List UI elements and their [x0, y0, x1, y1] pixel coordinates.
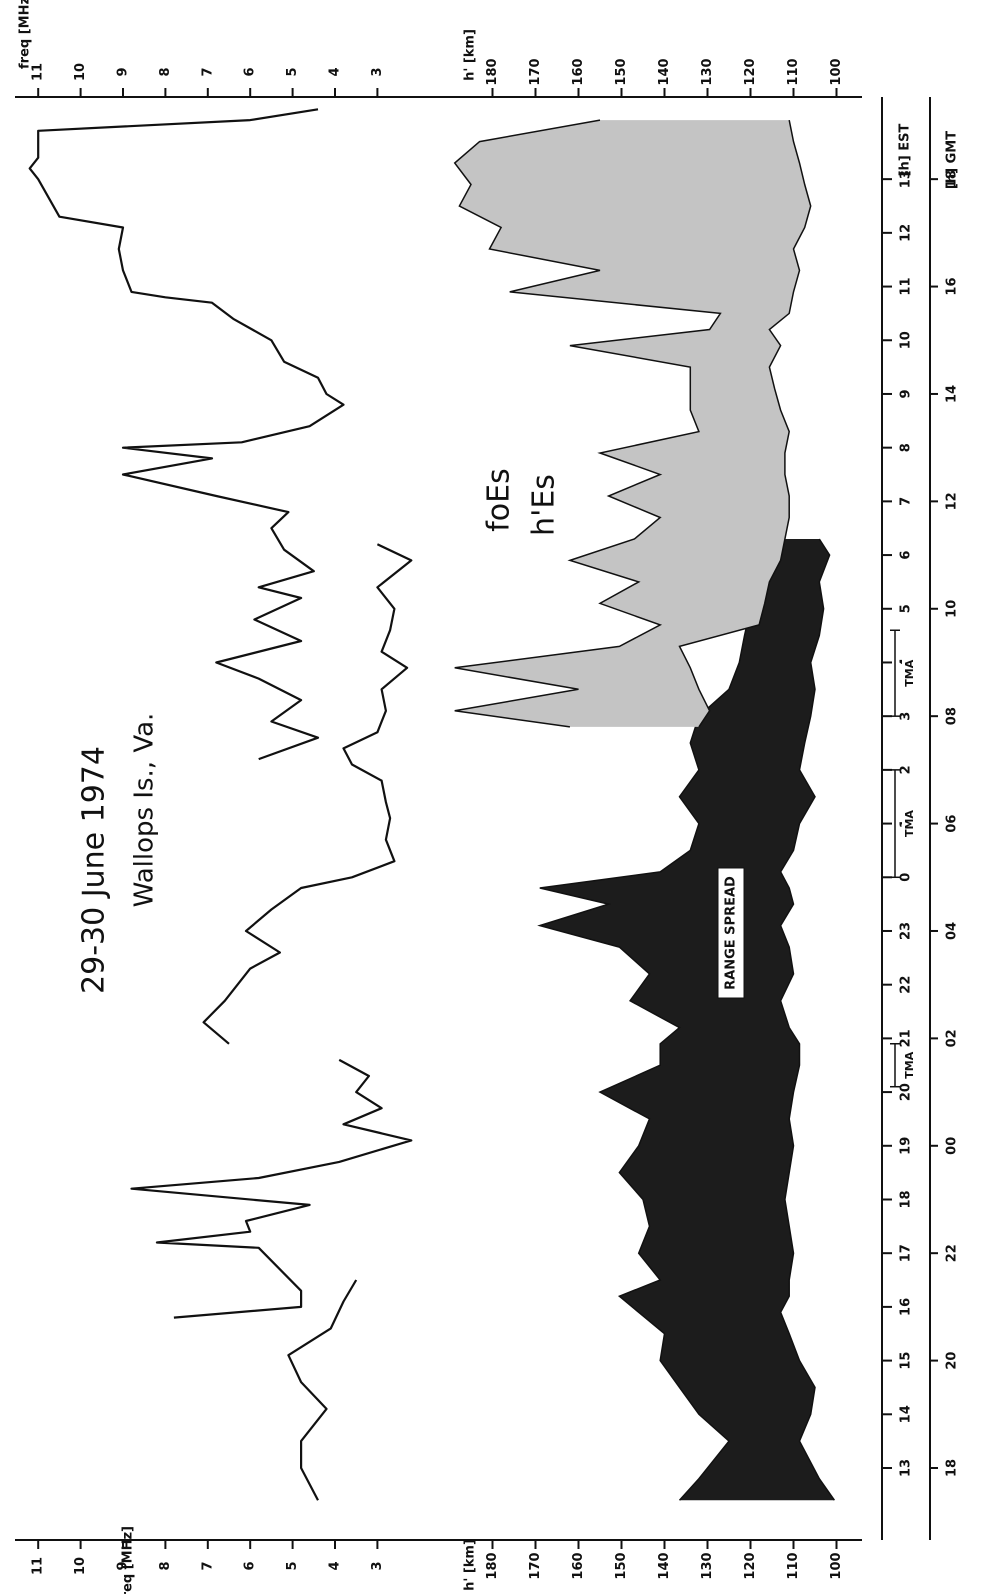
x-tick-label: 10: [899, 331, 914, 349]
tick-label: 5: [285, 67, 300, 76]
tick-label: 8: [158, 1561, 173, 1570]
tick-label: 100: [829, 58, 844, 85]
tick-label: 120: [743, 58, 758, 85]
x-tick-label: 5: [899, 604, 914, 613]
x-tick-label: 2: [899, 765, 914, 774]
x2-tick-label: 06: [945, 815, 960, 833]
tick-label: 100: [829, 1552, 844, 1579]
hes-lower: [779, 538, 836, 1501]
x-tick-label: 19: [899, 1137, 914, 1155]
tick-label: 6: [243, 1561, 258, 1570]
range-spread-box: [717, 867, 745, 999]
x-tick-label: 13: [899, 1459, 914, 1477]
range-spread-label: RANGE SPREAD: [724, 876, 739, 990]
x-tick-label: 17: [899, 1244, 914, 1262]
x2-tick-label: 14: [945, 385, 960, 403]
tick-label: 120: [743, 1552, 758, 1579]
x2-tick-label: 12: [945, 492, 960, 510]
x-tick-label: 11: [899, 278, 914, 296]
tma-bg: [902, 1049, 918, 1082]
hes-area: [454, 120, 811, 727]
x-tick-label: 21: [899, 1029, 914, 1047]
tma-label: TMA: [903, 1051, 916, 1078]
hes-upper: [453, 119, 722, 728]
x-tick-label: 6: [899, 551, 914, 560]
foes-label: foEs: [482, 468, 517, 532]
x-axis-title: [h] EST: [898, 123, 913, 176]
tick-label: 8: [158, 67, 173, 76]
tma-label: TMA: [903, 810, 916, 837]
tick-label: 5: [285, 1561, 300, 1570]
chart-title: 29-30 June 1974: [77, 746, 112, 994]
x2-tick-label: 00: [945, 1137, 960, 1155]
x2-tick-label: 10: [945, 600, 960, 618]
tick-label: 3: [370, 67, 385, 76]
x-tick-label: 15: [899, 1352, 914, 1370]
tick-label: 110: [786, 58, 801, 85]
foes-line: [28, 108, 413, 1501]
x-tick-label: 14: [899, 1405, 914, 1423]
tick-label: 170: [528, 1552, 543, 1579]
x2-tick-label: 02: [945, 1029, 960, 1047]
x-tick-label: 9: [899, 389, 914, 398]
tick-label: 7: [200, 1561, 215, 1570]
x2-tick-label: 18: [945, 170, 960, 188]
tick-label: 170: [528, 58, 543, 85]
tick-label: 180: [485, 58, 500, 85]
x2-tick-label: 16: [945, 278, 960, 296]
x2-tick-label: 20: [945, 1352, 960, 1370]
x-tick-label: 3: [899, 712, 914, 721]
tma-bg: [902, 807, 918, 840]
tick-label: 6: [243, 67, 258, 76]
tick-label: 9: [116, 1561, 131, 1570]
x2-tick-label: 04: [945, 922, 960, 940]
tick-label: 11: [31, 1557, 46, 1575]
hes-upper: [537, 538, 782, 1501]
y2-axis-title-bottom: h' [km]: [463, 1539, 478, 1591]
x2-tick-label: 08: [945, 707, 960, 725]
tick-label: 160: [571, 58, 586, 85]
x-tick-label: 13: [899, 170, 914, 188]
x2-tick-label: 22: [945, 1244, 960, 1262]
tick-label: 110: [786, 1552, 801, 1579]
y-axis-title-bottom: freq [MHz]: [121, 1526, 136, 1594]
x-tick-label: 12: [899, 224, 914, 242]
x-tick-label: 23: [899, 922, 914, 940]
tick-label: 140: [657, 1552, 672, 1579]
tma-label: TMA: [903, 659, 916, 686]
tick-label: 4: [328, 1561, 343, 1570]
tick-label: 9: [116, 67, 131, 76]
tma-bg: [902, 657, 918, 690]
tick-label: 140: [657, 58, 672, 85]
x-tick-label: 18: [899, 1190, 914, 1208]
y2-axis-title: h' [km]: [463, 29, 478, 81]
x-tick-label: 0: [899, 873, 914, 882]
chart-subtitle: Wallops Is., Va.: [130, 713, 160, 908]
tick-label: 130: [700, 1552, 715, 1579]
x-tick-label: 7: [899, 497, 914, 506]
x-tick-label: 22: [899, 976, 914, 994]
tick-label: 7: [200, 67, 215, 76]
hes-lower: [678, 119, 812, 728]
hes-area: [539, 539, 835, 1501]
tick-label: 160: [571, 1552, 586, 1579]
x2-axis-title: [h] GMT: [945, 131, 960, 189]
tick-label: 4: [328, 67, 343, 76]
hes-label: h'Es: [527, 474, 562, 536]
x-tick-label: 20: [899, 1083, 914, 1101]
tick-label: 150: [614, 1552, 629, 1579]
tick-label: 10: [73, 1557, 88, 1575]
tick-label: 3: [370, 1561, 385, 1570]
y-axis-title: freq [MHz]: [18, 0, 33, 69]
tick-label: 150: [614, 58, 629, 85]
x-tick-label: 8: [899, 443, 914, 452]
tick-label: 180: [485, 1552, 500, 1579]
tick-label: 130: [700, 58, 715, 85]
tick-label: 10: [73, 63, 88, 81]
x2-tick-label: 18: [945, 1459, 960, 1477]
x-tick-label: 16: [899, 1298, 914, 1316]
tick-label: 11: [31, 63, 46, 81]
